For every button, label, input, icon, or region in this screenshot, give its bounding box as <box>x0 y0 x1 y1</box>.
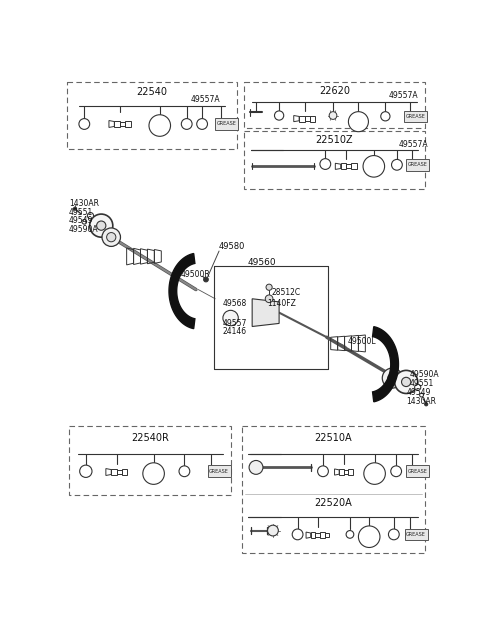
Circle shape <box>179 466 190 477</box>
FancyBboxPatch shape <box>406 465 429 477</box>
Circle shape <box>415 384 421 391</box>
Circle shape <box>381 112 390 121</box>
Circle shape <box>388 529 399 540</box>
Circle shape <box>197 119 207 130</box>
Circle shape <box>204 277 208 282</box>
Text: 22540: 22540 <box>136 87 168 97</box>
Circle shape <box>265 295 273 303</box>
Circle shape <box>267 525 278 536</box>
Text: 49557: 49557 <box>223 319 247 328</box>
Circle shape <box>292 529 303 540</box>
Circle shape <box>181 119 192 130</box>
Circle shape <box>364 463 385 484</box>
Text: 49551: 49551 <box>69 208 93 217</box>
Circle shape <box>402 377 411 387</box>
Text: GREASE: GREASE <box>209 469 229 474</box>
Circle shape <box>425 403 428 406</box>
Text: 22510A: 22510A <box>314 433 352 443</box>
Text: 1430AR: 1430AR <box>69 199 99 208</box>
Text: 49568: 49568 <box>223 299 247 308</box>
Polygon shape <box>372 326 398 402</box>
Circle shape <box>79 119 90 130</box>
Circle shape <box>420 393 423 397</box>
Text: 49557A: 49557A <box>191 95 220 104</box>
Text: 49500L: 49500L <box>348 337 376 345</box>
Text: GREASE: GREASE <box>406 114 425 119</box>
Text: 49560: 49560 <box>247 258 276 267</box>
Circle shape <box>80 465 92 477</box>
Text: 49549: 49549 <box>69 216 93 225</box>
Circle shape <box>318 466 328 477</box>
Circle shape <box>107 233 116 242</box>
Circle shape <box>391 466 402 477</box>
Circle shape <box>249 460 263 474</box>
Circle shape <box>382 368 402 388</box>
FancyBboxPatch shape <box>405 528 428 540</box>
Text: 28512C: 28512C <box>271 288 300 297</box>
Circle shape <box>348 112 369 131</box>
Circle shape <box>329 112 337 120</box>
Circle shape <box>87 213 94 219</box>
Text: 49590A: 49590A <box>409 370 439 379</box>
Text: 49549: 49549 <box>406 388 431 398</box>
Text: GREASE: GREASE <box>408 469 428 474</box>
Text: GREASE: GREASE <box>217 121 237 126</box>
Circle shape <box>96 221 106 230</box>
Text: 49580: 49580 <box>219 242 245 251</box>
Circle shape <box>359 526 380 547</box>
Text: 22620: 22620 <box>319 86 350 96</box>
Circle shape <box>388 374 397 382</box>
Circle shape <box>363 155 384 177</box>
Polygon shape <box>252 299 279 326</box>
Text: 49500R: 49500R <box>180 270 210 279</box>
Text: GREASE: GREASE <box>406 532 426 537</box>
FancyBboxPatch shape <box>404 111 427 122</box>
Polygon shape <box>169 253 195 328</box>
Text: 49590A: 49590A <box>69 225 98 234</box>
Text: 49551: 49551 <box>409 379 433 388</box>
Circle shape <box>266 284 272 291</box>
Text: 22520A: 22520A <box>314 498 352 508</box>
Circle shape <box>102 228 120 247</box>
Circle shape <box>392 159 402 170</box>
FancyBboxPatch shape <box>207 465 230 477</box>
Circle shape <box>149 114 170 136</box>
Circle shape <box>275 111 284 120</box>
Circle shape <box>395 370 418 394</box>
Text: 49557A: 49557A <box>398 140 428 149</box>
Text: 1140FZ: 1140FZ <box>267 299 297 308</box>
FancyBboxPatch shape <box>406 159 429 170</box>
Text: 22540R: 22540R <box>131 433 168 443</box>
FancyBboxPatch shape <box>215 118 238 130</box>
Text: 24146: 24146 <box>223 326 247 336</box>
Text: 1430AR: 1430AR <box>406 398 436 406</box>
Text: 22510Z: 22510Z <box>316 135 353 145</box>
Text: 49557A: 49557A <box>388 91 418 100</box>
Circle shape <box>82 220 86 224</box>
Text: GREASE: GREASE <box>408 162 428 167</box>
Circle shape <box>223 310 238 326</box>
Circle shape <box>90 214 113 237</box>
Circle shape <box>73 207 77 210</box>
Circle shape <box>346 530 354 538</box>
Circle shape <box>143 463 164 484</box>
Circle shape <box>320 159 331 169</box>
